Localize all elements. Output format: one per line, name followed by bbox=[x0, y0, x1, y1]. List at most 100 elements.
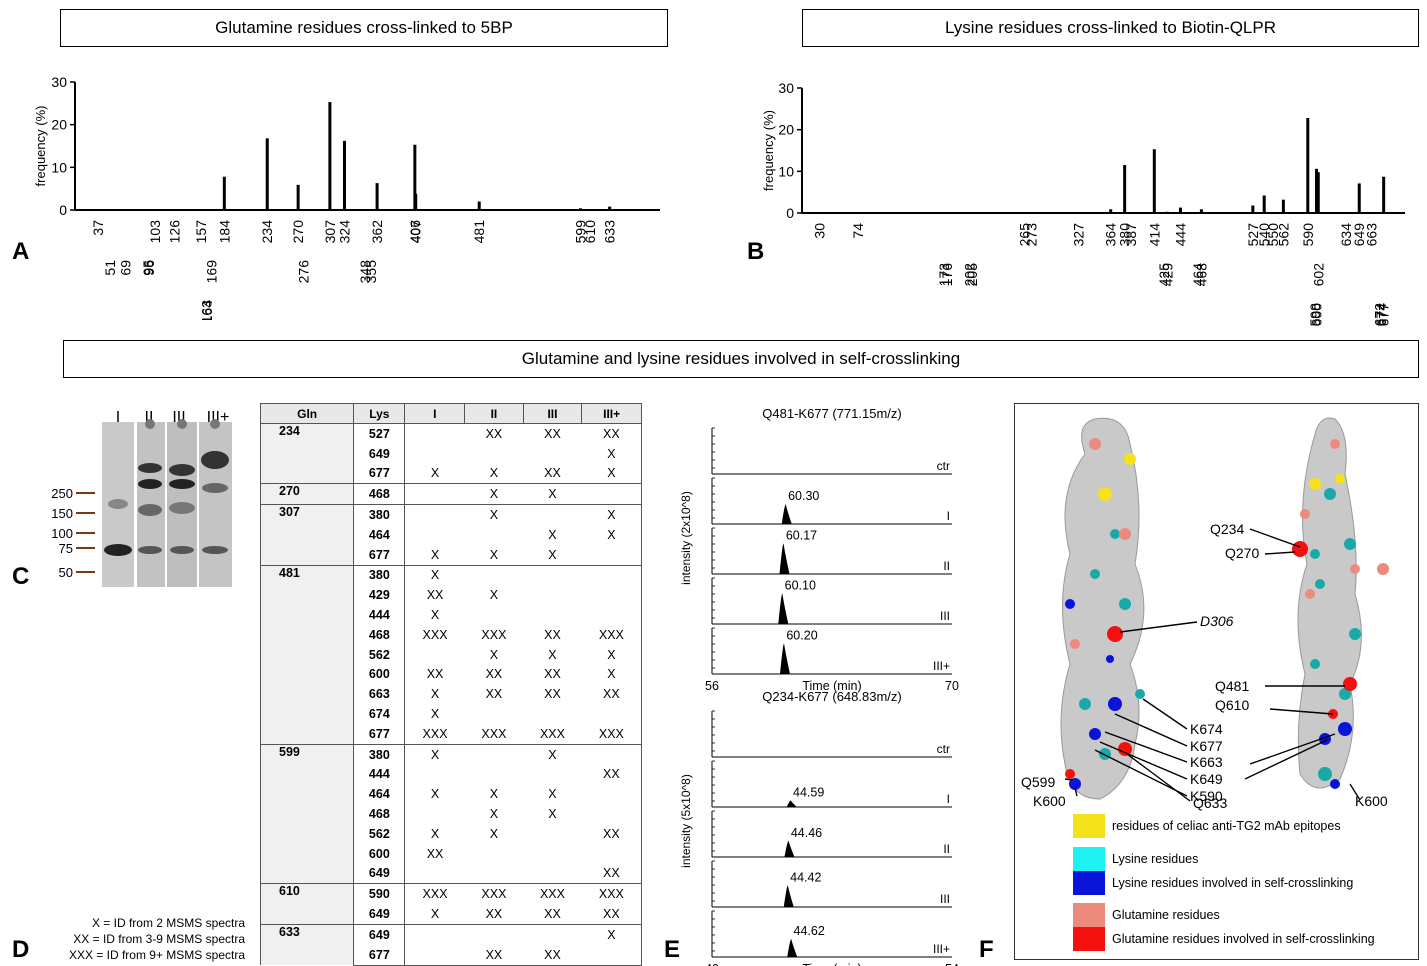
legend-text: residues of celiac anti-TG2 mAb epitopes bbox=[1112, 819, 1341, 833]
table-row: 677 X X X bbox=[261, 544, 642, 566]
chromatogram-title: Q481-K677 (771.15m/z) bbox=[762, 406, 901, 421]
chromatogram-title: Q234-K677 (648.83m/z) bbox=[762, 689, 901, 704]
bar bbox=[1306, 118, 1310, 213]
bar bbox=[1281, 199, 1285, 213]
peak bbox=[780, 643, 790, 674]
peak-label: 60.20 bbox=[786, 628, 817, 642]
x-axis-label: Time (min) bbox=[802, 962, 861, 966]
note: X = ID from 2 MSMS spectra bbox=[91, 916, 245, 930]
marker-label: 75 bbox=[59, 541, 73, 556]
lys-cell: 649 bbox=[353, 443, 406, 464]
x-tick-label: 550 bbox=[1265, 223, 1281, 247]
bar bbox=[1178, 207, 1182, 213]
x-tick-label: 672 bbox=[1371, 303, 1387, 327]
count-cell bbox=[581, 564, 642, 586]
count-cell bbox=[405, 525, 465, 545]
x-tick-label: 527 bbox=[1245, 223, 1261, 247]
x-tick-label: 40 bbox=[705, 962, 719, 966]
count-cell: XX bbox=[485, 667, 503, 682]
count-cell: X bbox=[581, 644, 642, 665]
y-axis-label: intensity (2x10^8) bbox=[679, 491, 693, 585]
count-cell: XXX bbox=[581, 723, 642, 745]
trace-label: III bbox=[940, 609, 950, 623]
count-cell: XX bbox=[544, 627, 561, 642]
lys-cell: 444 bbox=[353, 764, 406, 785]
residue-label: K649 bbox=[1190, 771, 1223, 787]
bar bbox=[342, 140, 346, 210]
residue-label: Q599 bbox=[1021, 774, 1055, 790]
count-cell bbox=[464, 923, 524, 945]
count-cell: XX bbox=[581, 422, 642, 444]
count-cell bbox=[581, 605, 642, 625]
count-cell: XX bbox=[485, 687, 503, 702]
panel-c-gel: I II III III+ 250 150 100 75 50 bbox=[51, 409, 232, 587]
count-cell: X bbox=[548, 527, 557, 542]
table-row: 562 X X XX bbox=[261, 823, 642, 844]
count-cell: X bbox=[430, 826, 440, 841]
peak-label: 44.62 bbox=[794, 924, 825, 938]
count-cell: X bbox=[581, 443, 642, 464]
lys-cell: 380 bbox=[353, 504, 406, 525]
trace-label: III bbox=[940, 892, 950, 906]
x-tick-label: 407 bbox=[408, 220, 424, 244]
count-cell: X bbox=[548, 787, 557, 802]
gel-lane-label: II bbox=[145, 409, 154, 426]
count-cell bbox=[581, 743, 642, 765]
table-row: 444 X bbox=[261, 605, 642, 625]
count-cell: X bbox=[523, 743, 582, 765]
x-tick-label: 164 bbox=[199, 300, 215, 320]
lys-cell: 677 bbox=[353, 463, 406, 484]
x-tick-label: 69 bbox=[118, 260, 134, 276]
y-axis-label: frequency (%) bbox=[761, 110, 776, 191]
x-tick-label: 273 bbox=[1023, 223, 1039, 247]
col-header: II bbox=[464, 403, 524, 424]
note: XXX = ID from 9+ MSMS spectra bbox=[68, 948, 245, 962]
residue-label: K677 bbox=[1190, 738, 1223, 754]
x-tick-label: 481 bbox=[471, 220, 487, 244]
x-tick-label: 348 bbox=[357, 260, 373, 284]
count-cell: XX bbox=[581, 684, 642, 705]
count-cell: XXX bbox=[581, 624, 642, 645]
x-tick-label: 414 bbox=[1146, 223, 1162, 247]
bar bbox=[1109, 209, 1113, 213]
count-cell: X bbox=[404, 564, 465, 586]
x-tick-label: 663 bbox=[1363, 223, 1379, 247]
count-cell: XX bbox=[426, 588, 444, 603]
residue-label: K663 bbox=[1190, 754, 1223, 770]
peak-label: 44.42 bbox=[790, 870, 821, 884]
panel-d-letter: D bbox=[12, 936, 30, 963]
x-tick-label: 540 bbox=[1256, 223, 1272, 247]
count-cell bbox=[581, 585, 642, 606]
count-cell bbox=[405, 864, 465, 884]
x-tick-label: 95 bbox=[140, 260, 156, 276]
count-cell: XX bbox=[581, 863, 642, 884]
legend-text: Lysine residues involved in self-crossli… bbox=[1112, 876, 1354, 890]
count-cell: XX bbox=[544, 907, 561, 922]
peak bbox=[784, 840, 795, 857]
gln-cell: 633 bbox=[259, 923, 355, 966]
count-cell: XXX bbox=[404, 883, 465, 905]
peak-label: 44.59 bbox=[793, 786, 824, 800]
bar bbox=[1123, 165, 1127, 213]
x-tick-label: 364 bbox=[1103, 223, 1119, 247]
count-cell: X bbox=[489, 807, 499, 822]
x-tick-label: 74 bbox=[850, 223, 866, 239]
x-tick-label: 355 bbox=[363, 260, 379, 284]
y-tick-label: 30 bbox=[778, 80, 794, 96]
residue-label: Q234 bbox=[1210, 521, 1244, 537]
panel-e-chromatograms: Q481-K677 (771.15m/z)ctrI60.30II60.17III… bbox=[679, 406, 959, 966]
trace-label: II bbox=[943, 842, 950, 856]
lys-cell: 600 bbox=[353, 664, 406, 685]
x-tick-label: 276 bbox=[295, 260, 311, 284]
x-tick-label: 126 bbox=[167, 220, 183, 244]
count-cell: XXX bbox=[464, 883, 524, 905]
residue-label: Q610 bbox=[1215, 697, 1249, 713]
count-cell bbox=[465, 525, 524, 545]
x-tick-label: 51 bbox=[102, 260, 118, 276]
count-cell: XX bbox=[523, 422, 582, 444]
bar bbox=[1262, 195, 1266, 213]
count-cell bbox=[465, 605, 524, 625]
x-tick-label: 677 bbox=[1376, 303, 1392, 327]
gln-cell: 610 bbox=[259, 883, 355, 925]
